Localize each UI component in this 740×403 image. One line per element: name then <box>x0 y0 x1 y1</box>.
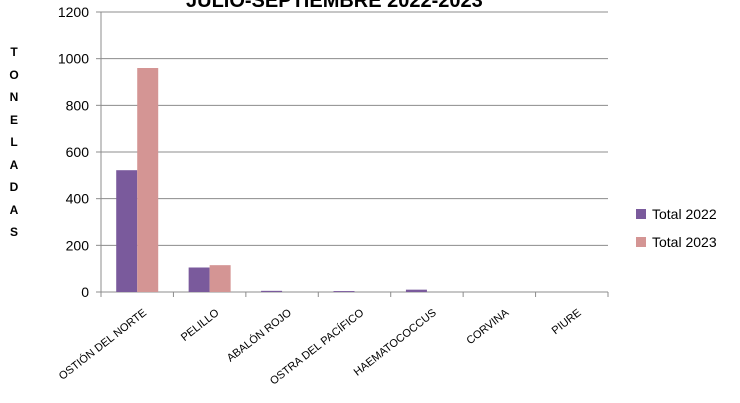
y-tick-label: 1200 <box>58 4 89 20</box>
y-axis-label-letter: A <box>9 157 19 172</box>
x-tick-label: CORVINA <box>464 307 511 348</box>
bar-2022 <box>261 290 283 292</box>
legend-label-2023: Total 2023 <box>652 234 717 250</box>
y-axis-label-letter: A <box>9 202 19 217</box>
y-tick-label: 200 <box>66 237 90 253</box>
bar-2022 <box>116 170 138 292</box>
y-axis-label-letter: O <box>9 67 19 82</box>
legend-item-2023: Total 2023 <box>636 233 717 251</box>
bar-2023 <box>137 68 159 292</box>
y-axis-label-letter: D <box>9 180 19 194</box>
y-axis-label-letter: S <box>9 225 18 239</box>
bar-2022 <box>188 267 210 292</box>
x-tick-label: ABALÓN ROJO <box>224 306 294 365</box>
y-tick-label: 400 <box>66 191 90 207</box>
y-axis-label-letter: E <box>9 112 18 127</box>
y-tick-label: 600 <box>66 144 90 160</box>
legend-swatch-2022 <box>636 209 646 219</box>
legend-label-2022: Total 2022 <box>652 206 717 222</box>
legend-swatch-2023 <box>636 237 646 247</box>
legend-item-2022: Total 2022 <box>636 205 717 223</box>
bar-2023 <box>209 265 231 292</box>
y-axis-label-letter: T <box>10 45 18 59</box>
legend: Total 2022 Total 2023 <box>636 205 717 261</box>
x-tick-label: OSTIÓN DEL NORTE <box>56 306 149 382</box>
bar-2022 <box>333 291 355 292</box>
y-tick-label: 800 <box>66 97 90 113</box>
y-tick-label: 0 <box>81 284 89 300</box>
y-tick-label: 1000 <box>58 51 89 67</box>
bar-2022 <box>405 289 427 292</box>
x-tick-label: PIURE <box>550 307 584 337</box>
chart-title: JULIO-SEPTIEMBRE 2022-2023 <box>186 0 483 12</box>
x-tick-label: PELILLO <box>179 307 222 344</box>
y-axis-label-letter: L <box>10 135 18 149</box>
y-axis-label-letter: N <box>9 90 19 104</box>
x-tick-label: HAEMATOCOCCUS <box>352 307 439 379</box>
